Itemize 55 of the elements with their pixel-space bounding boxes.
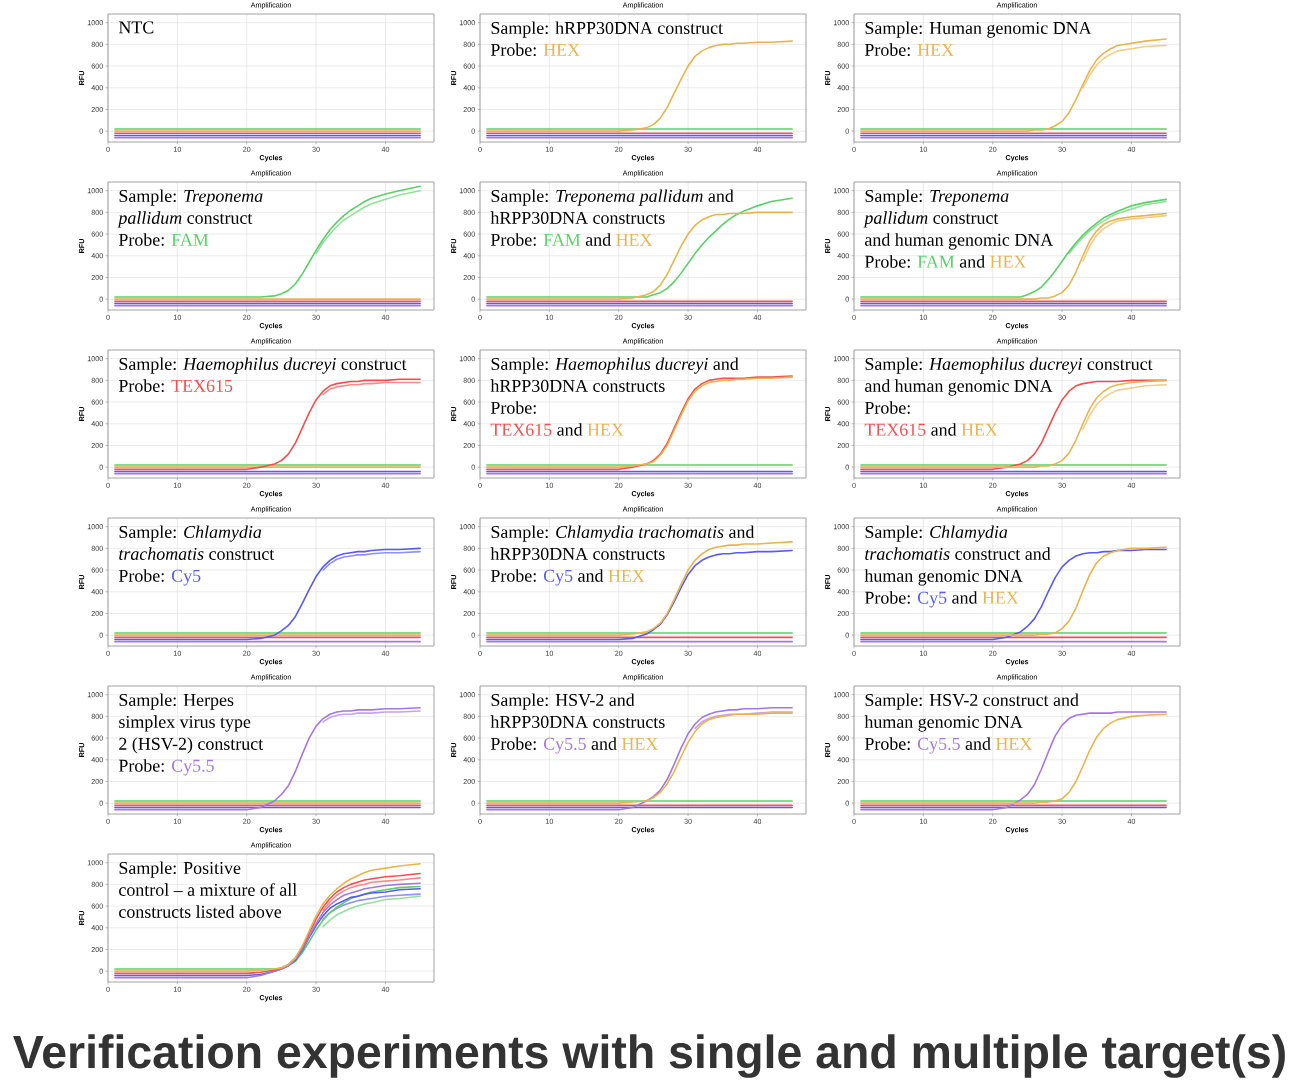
series-label: HEX	[961, 423, 998, 436]
annotation: Probe:	[864, 255, 910, 268]
series-label: HEX	[608, 569, 645, 582]
text: Verification experiments with single and multiple target(s)	[13, 1034, 1285, 1078]
annotation: Probe:	[490, 43, 536, 57]
text: HEX	[543, 44, 580, 56]
annotation: Probe:	[490, 233, 536, 246]
text: Cy5	[543, 569, 573, 586]
series-label: Cy5.5	[171, 759, 214, 776]
series-label: HEX	[990, 255, 1027, 268]
series-label: Cy5	[917, 591, 947, 608]
series-label: FAM	[917, 255, 955, 268]
series-label: TEX615	[490, 423, 552, 436]
annotation: Probe:	[118, 379, 164, 393]
annotation: Probe:	[864, 737, 910, 750]
annotation: Sample: Haemophilus ducreyi construct	[119, 357, 407, 374]
text: Sample: Haemophilus ducreyi construct and human genomic DNA	[865, 357, 1153, 396]
annotation: and	[965, 737, 991, 750]
annotation: Probe:	[118, 569, 164, 582]
annotation: Sample: Chlamydia trachomatis construct	[119, 525, 275, 560]
annotation: and	[959, 255, 985, 268]
series-label: HEX	[621, 737, 658, 750]
annotation: Probe:	[490, 569, 536, 582]
text: HEX	[917, 44, 954, 56]
text: Cy5.5	[543, 737, 586, 754]
annotation: and	[557, 423, 583, 436]
annotation: and	[591, 737, 617, 750]
text: Sample: Haemophilus ducreyi and hRPP30DNA constructs	[490, 357, 739, 392]
annotation: and	[585, 233, 611, 246]
text: FAM	[171, 233, 209, 246]
annotation: Probe:	[118, 233, 164, 246]
series-label: HEX	[587, 423, 624, 436]
annotation: Probe:	[118, 759, 164, 772]
text: Cy5.5	[917, 737, 960, 754]
text: FAM	[543, 233, 581, 246]
annotation: Sample: Treponema pallidum construct	[117, 189, 263, 228]
annotation: Probe:	[490, 737, 536, 750]
annotation: Sample: hRPP30DNA construct	[491, 21, 723, 38]
annotation: Probe:	[864, 401, 910, 414]
text: Cy5	[171, 569, 201, 586]
annotation: Sample: Positive control – a mixture of all constructs listed above	[119, 861, 297, 918]
annotation: Probe:	[864, 591, 910, 604]
text: TEX615	[171, 379, 233, 392]
annotation: and	[931, 423, 957, 436]
annotation: and	[952, 591, 978, 604]
annotation: and	[578, 569, 604, 582]
series-label: TEX615	[864, 423, 926, 436]
annotation: Probe:	[490, 401, 536, 414]
annotation: Sample: Herpes simplex virus type 2 (HSV-2) construct	[119, 693, 264, 754]
annotation: Sample: Human genomic DNA	[865, 21, 1092, 38]
series-label: HEX	[616, 233, 653, 246]
annotation: Probe:	[864, 43, 910, 57]
annotation: NTC	[118, 21, 154, 34]
series-label: HEX	[982, 591, 1019, 604]
text: HEX	[995, 737, 1032, 750]
